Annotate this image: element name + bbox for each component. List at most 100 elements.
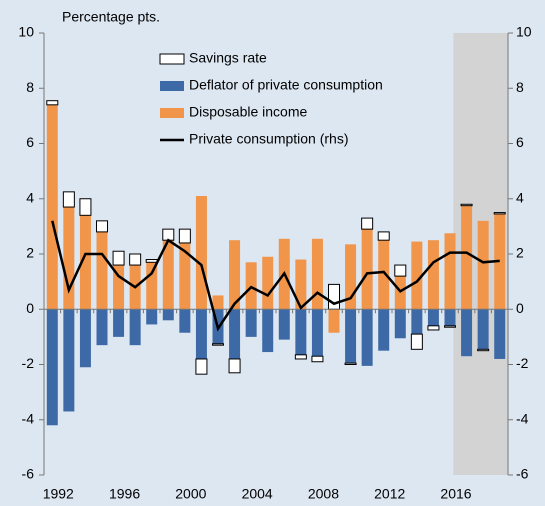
line (51, 220, 500, 332)
bar (146, 262, 158, 310)
bar (295, 259, 307, 310)
y2-tick-label: 10 (516, 24, 532, 40)
bar (278, 309, 290, 340)
bar (162, 309, 174, 321)
bar (493, 212, 506, 215)
bar (245, 309, 257, 337)
bar (179, 309, 191, 333)
bar (46, 100, 59, 106)
bar (63, 207, 75, 310)
bar (311, 238, 323, 310)
y2-tick-label: 2 (516, 245, 524, 261)
legend-swatch (160, 81, 184, 91)
y-tick-label: 6 (26, 134, 34, 150)
bar (477, 309, 489, 350)
y-tick-label: 2 (26, 245, 34, 261)
bar (377, 231, 390, 241)
bar (62, 191, 75, 208)
bar (444, 233, 456, 310)
legend-label: Disposable income (189, 104, 307, 120)
x-tick-label: 1992 (43, 486, 74, 502)
y-axis-label: Percentage pts. (62, 9, 160, 25)
bar (112, 250, 125, 266)
bar (328, 309, 340, 333)
bar (378, 240, 390, 310)
bar (477, 220, 489, 310)
legend-label: Savings rate (189, 50, 267, 66)
bar (79, 198, 92, 216)
bar (361, 229, 373, 310)
y-tick-label: -4 (22, 410, 35, 426)
bar (179, 242, 191, 310)
y-tick-label: 0 (26, 300, 34, 316)
bar (262, 256, 274, 310)
bar (228, 358, 241, 374)
bar (79, 309, 91, 368)
bar (345, 309, 357, 364)
x-tick-label: 1996 (109, 486, 140, 502)
bar (394, 309, 406, 339)
bar (96, 220, 108, 233)
legend-swatch (159, 53, 185, 65)
legend-label: Private consumption (rhs) (189, 131, 349, 147)
bar (427, 325, 440, 331)
bar (378, 309, 390, 351)
bar (427, 309, 439, 326)
bar (129, 253, 142, 266)
bar (427, 240, 439, 310)
y2-tick-label: 6 (516, 134, 524, 150)
bar (195, 358, 208, 375)
bar (129, 309, 141, 346)
bar (344, 362, 357, 365)
y-tick-label: 4 (26, 189, 34, 205)
y2-tick-label: -4 (516, 410, 529, 426)
bar (494, 309, 506, 359)
legend-label: Deflator of private consumption (189, 77, 383, 93)
y-tick-label: 10 (18, 24, 34, 40)
bar (311, 355, 324, 363)
y-tick-label: -6 (22, 466, 35, 482)
y2-tick-label: -2 (516, 355, 529, 371)
bar (79, 215, 91, 310)
x-tick-label: 2012 (374, 486, 405, 502)
y2-tick-label: -6 (516, 466, 529, 482)
bar (162, 240, 174, 310)
bar (411, 241, 423, 310)
bar (63, 309, 75, 412)
bar (145, 259, 158, 263)
bar (96, 231, 108, 310)
bar (461, 309, 473, 357)
bar (195, 195, 207, 310)
y2-tick-label: 0 (516, 300, 524, 316)
bar (311, 309, 323, 357)
bar (460, 203, 473, 207)
y2-tick-label: 8 (516, 79, 524, 95)
y2-tick-label: 4 (516, 189, 524, 205)
x-tick-label: 2008 (308, 486, 339, 502)
bar (461, 205, 473, 310)
y-tick-label: 8 (26, 79, 34, 95)
bar (345, 244, 357, 310)
y-tick-label: -2 (22, 355, 35, 371)
bar (96, 309, 108, 346)
bar (178, 228, 191, 244)
bar (146, 309, 158, 325)
bar (229, 240, 241, 310)
bar (361, 217, 374, 230)
bar (229, 309, 241, 359)
x-tick-label: 2016 (440, 486, 471, 502)
bar (113, 265, 125, 310)
bar (394, 264, 407, 277)
bar (162, 228, 175, 241)
bar (262, 309, 274, 353)
bar (195, 309, 207, 359)
legend-swatch (160, 108, 184, 118)
bar (113, 309, 125, 337)
bar (294, 354, 307, 360)
bar (444, 309, 456, 326)
bar (212, 295, 224, 310)
bar (295, 309, 307, 355)
bar (361, 309, 373, 366)
bar (46, 104, 58, 310)
